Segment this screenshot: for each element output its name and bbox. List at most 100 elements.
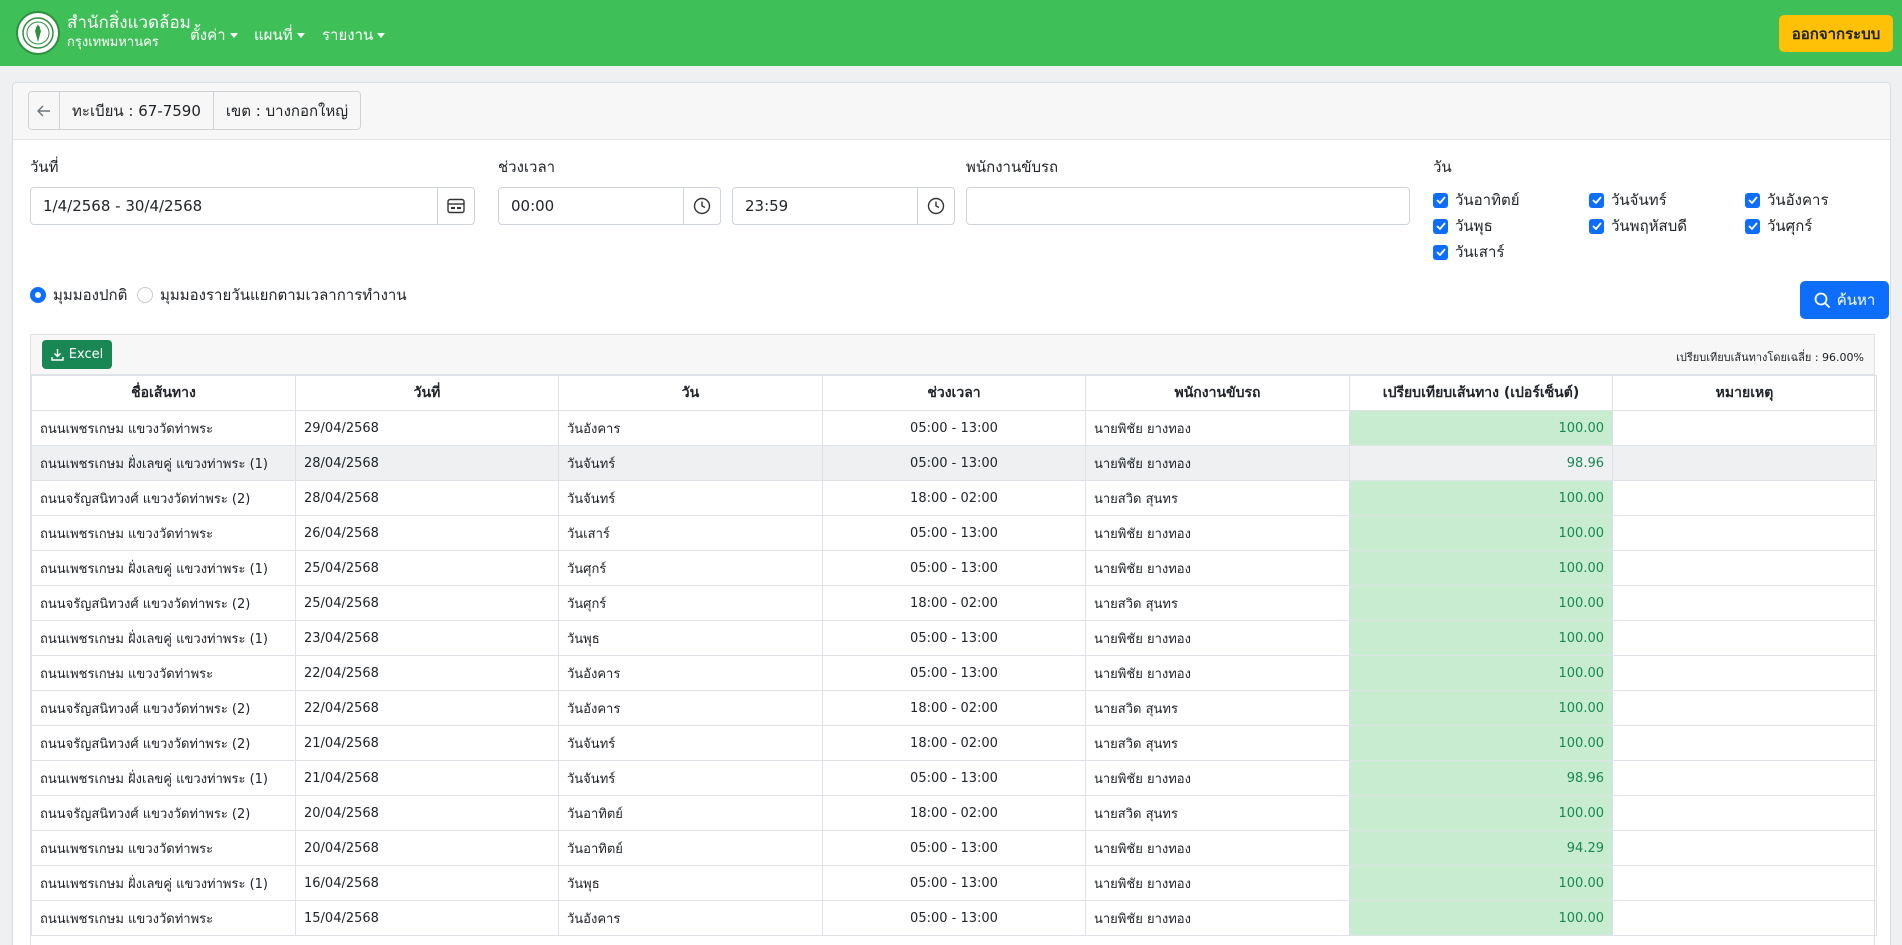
logout-button[interactable]: ออกจากระบบ bbox=[1779, 15, 1893, 52]
table-row[interactable]: ถนนเพชรเกษม ฝั่งเลขคู่ แขวงท่าพระ (1) 28/… bbox=[31, 445, 1877, 481]
cell-date: 28/04/2568 bbox=[295, 480, 559, 516]
col-day[interactable]: วัน bbox=[558, 375, 823, 411]
cell-note bbox=[1612, 410, 1877, 446]
results-panel: Excel เปรียบเทียบเส้นทางโดยเฉลี่ย : 96.0… bbox=[30, 334, 1877, 945]
checkbox-tuesday-label: วันอังคาร bbox=[1767, 191, 1829, 209]
cell-date: 26/04/2568 bbox=[295, 515, 559, 551]
cell-day: วันจันทร์ bbox=[558, 760, 823, 796]
time-end-input[interactable]: 23:59 bbox=[732, 187, 918, 225]
cell-driver: นายพิชัย ยางทอง bbox=[1085, 515, 1350, 551]
table-row[interactable]: ถนนจรัญสนิทวงศ์ แขวงวัดท่าพระ (2) 22/04/2… bbox=[31, 690, 1877, 726]
cell-route-name: ถนนเพชรเกษม ฝั่งเลขคู่ แขวงท่าพระ (1) bbox=[31, 620, 296, 656]
col-date[interactable]: วันที่ bbox=[295, 375, 559, 411]
days-label: วัน bbox=[1433, 158, 1452, 176]
radio-checked-icon bbox=[30, 287, 46, 303]
radio-view-daily[interactable]: มุมมองรายวันแยกตามเวลาการทำงาน bbox=[137, 283, 407, 307]
table-row[interactable]: ถนนจรัญสนิทวงศ์ แขวงวัดท่าพระ (2) 20/04/2… bbox=[31, 795, 1877, 831]
cell-route-name: ถนนเพชรเกษม ฝั่งเลขคู่ แขวงท่าพระ (1) bbox=[31, 865, 296, 901]
col-note[interactable]: หมายเหตุ bbox=[1612, 375, 1877, 411]
cell-time-range: 18:00 - 02:00 bbox=[822, 585, 1086, 621]
driver-input[interactable] bbox=[966, 187, 1410, 225]
col-driver[interactable]: พนักงานขับรถ bbox=[1085, 375, 1350, 411]
cell-route-percent: 100.00 bbox=[1349, 865, 1613, 901]
table-row[interactable]: ถนนเพชรเกษม แขวงวัดท่าพระ 20/04/2568 วันอา… bbox=[31, 830, 1877, 866]
table-row[interactable]: ถนนเพชรเกษม แขวงวัดท่าพระ 22/04/2568 วันอั… bbox=[31, 655, 1877, 691]
table-row[interactable]: ถนนเพชรเกษม แขวงวัดท่าพระ 29/04/2568 วันอั… bbox=[31, 410, 1877, 446]
cell-driver: นายสวิด สุนทร bbox=[1085, 690, 1350, 726]
cell-route-name: ถนนจรัญสนิทวงศ์ แขวงวัดท่าพระ (2) bbox=[31, 480, 296, 516]
checkbox-saturday[interactable]: วันเสาร์ bbox=[1433, 240, 1504, 264]
back-button[interactable] bbox=[29, 92, 60, 129]
cell-date: 16/04/2568 bbox=[295, 865, 559, 901]
radio-view-normal-label: มุมมองปกติ bbox=[53, 286, 128, 304]
checkbox-tuesday[interactable]: วันอังคาร bbox=[1745, 188, 1829, 212]
cell-day: วันจันทร์ bbox=[558, 480, 823, 516]
calendar-button[interactable] bbox=[437, 187, 475, 225]
cell-route-name: ถนนเพชรเกษม ฝั่งเลขคู่ แขวงท่าพระ (1) bbox=[31, 760, 296, 796]
cell-day: วันศุกร์ bbox=[558, 550, 823, 586]
table-row[interactable]: ถนนเพชรเกษม ฝั่งเลขคู่ แขวงท่าพระ (1) 25/… bbox=[31, 550, 1877, 586]
cell-route-percent: 100.00 bbox=[1349, 900, 1613, 936]
cell-route-percent: 100.00 bbox=[1349, 480, 1613, 516]
cell-route-percent: 100.00 bbox=[1349, 795, 1613, 831]
table-row[interactable]: ถนนเพชรเกษม ฝั่งเลขคู่ แขวงท่าพระ (1) 21/… bbox=[31, 760, 1877, 796]
cell-note bbox=[1612, 445, 1877, 481]
check-icon bbox=[1433, 218, 1448, 234]
time-start-input[interactable]: 00:00 bbox=[498, 187, 684, 225]
menu-report[interactable]: รายงาน bbox=[322, 23, 386, 47]
cell-note bbox=[1612, 865, 1877, 901]
radio-view-normal[interactable]: มุมมองปกติ bbox=[30, 283, 127, 307]
brand-line-1: สำนักสิ่งแวดล้อม bbox=[67, 13, 191, 33]
date-range-input[interactable]: 1/4/2568 - 30/4/2568 bbox=[30, 187, 438, 225]
table-row[interactable]: ถนนเพชรเกษม แขวงวัดท่าพระ 15/04/2568 วันอั… bbox=[31, 900, 1877, 936]
search-icon bbox=[1814, 292, 1830, 308]
clock-icon bbox=[693, 197, 711, 215]
col-route-percent[interactable]: เปรียบเทียบเส้นทาง (เปอร์เซ็นต์) bbox=[1349, 375, 1613, 411]
menu-settings[interactable]: ตั้งค่า bbox=[190, 23, 238, 47]
menu-map[interactable]: แผนที่ bbox=[254, 23, 305, 47]
brand-title[interactable]: สำนักสิ่งแวดล้อม กรุงเทพมหานคร bbox=[67, 12, 191, 51]
table-row[interactable]: ถนนจรัญสนิทวงศ์ แขวงวัดท่าพระ (2) 21/04/2… bbox=[31, 725, 1877, 761]
cell-time-range: 05:00 - 13:00 bbox=[822, 760, 1086, 796]
menu-map-label: แผนที่ bbox=[254, 26, 293, 44]
cell-route-name: ถนนเพชรเกษม แขวงวัดท่าพระ bbox=[31, 830, 296, 866]
cell-note bbox=[1612, 480, 1877, 516]
checkbox-sunday[interactable]: วันอาทิตย์ bbox=[1433, 188, 1520, 212]
bangkok-seal-logo[interactable] bbox=[16, 11, 60, 55]
table-row[interactable]: ถนนเพชรเกษม ฝั่งเลขคู่ แขวงท่าพระ (1) 16/… bbox=[31, 865, 1877, 901]
cell-driver: นายสวิด สุนทร bbox=[1085, 585, 1350, 621]
col-route-name[interactable]: ชื่อเส้นทาง bbox=[31, 375, 296, 411]
card-header: ทะเบียน : 67-7590 เขต : บางกอกใหญ่ bbox=[13, 83, 1890, 140]
cell-note bbox=[1612, 585, 1877, 621]
cell-route-percent: 100.00 bbox=[1349, 550, 1613, 586]
checkbox-monday[interactable]: วันจันทร์ bbox=[1589, 188, 1667, 212]
cell-driver: นายสวิด สุนทร bbox=[1085, 795, 1350, 831]
table-row[interactable]: ถนนจรัญสนิทวงศ์ แขวงวัดท่าพระ (2) 28/04/2… bbox=[31, 480, 1877, 516]
check-icon bbox=[1589, 218, 1604, 234]
checkbox-thursday[interactable]: วันพฤหัสบดี bbox=[1589, 214, 1687, 238]
col-time-range[interactable]: ช่วงเวลา bbox=[822, 375, 1086, 411]
cell-driver: นายพิชัย ยางทอง bbox=[1085, 830, 1350, 866]
time-label: ช่วงเวลา bbox=[498, 158, 556, 176]
cell-driver: นายสวิด สุนทร bbox=[1085, 480, 1350, 516]
cell-driver: นายพิชัย ยางทอง bbox=[1085, 760, 1350, 796]
cell-route-name: ถนนเพชรเกษม แขวงวัดท่าพระ bbox=[31, 410, 296, 446]
time-end-clock-button[interactable] bbox=[917, 187, 955, 225]
cell-note bbox=[1612, 620, 1877, 656]
time-start-clock-button[interactable] bbox=[683, 187, 721, 225]
cell-day: วันอังคาร bbox=[558, 900, 823, 936]
cell-date: 28/04/2568 bbox=[295, 445, 559, 481]
table-row[interactable]: ถนนจรัญสนิทวงศ์ แขวงวัดท่าพระ (2) 25/04/2… bbox=[31, 585, 1877, 621]
table-row[interactable]: ถนนเพชรเกษม ฝั่งเลขคู่ แขวงท่าพระ (1) 23/… bbox=[31, 620, 1877, 656]
cell-time-range: 05:00 - 13:00 bbox=[822, 410, 1086, 446]
cell-route-name: ถนนเพชรเกษม แขวงวัดท่าพระ bbox=[31, 655, 296, 691]
search-button-label: ค้นหา bbox=[1836, 291, 1876, 309]
excel-export-button[interactable]: Excel bbox=[42, 340, 112, 369]
cell-driver: นายพิชัย ยางทอง bbox=[1085, 410, 1350, 446]
checkbox-wednesday[interactable]: วันพุธ bbox=[1433, 214, 1493, 238]
search-button[interactable]: ค้นหา bbox=[1800, 281, 1889, 319]
cell-time-range: 05:00 - 13:00 bbox=[822, 550, 1086, 586]
table-row[interactable]: ถนนเพชรเกษม แขวงวัดท่าพระ 26/04/2568 วันเส… bbox=[31, 515, 1877, 551]
check-icon bbox=[1433, 244, 1448, 260]
checkbox-friday[interactable]: วันศุกร์ bbox=[1745, 214, 1812, 238]
